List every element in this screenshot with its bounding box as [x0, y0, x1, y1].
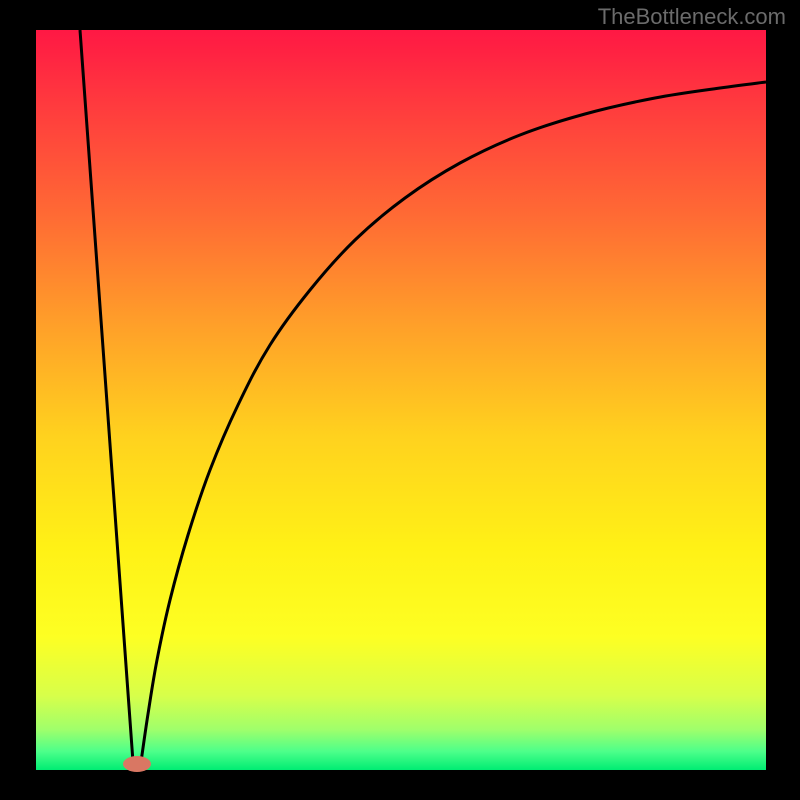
watermark-text: TheBottleneck.com [598, 4, 786, 30]
minimum-marker [123, 756, 151, 772]
plot-background [36, 30, 766, 770]
chart-stage: TheBottleneck.com [0, 0, 800, 800]
bottleneck-curve-chart [0, 0, 800, 800]
